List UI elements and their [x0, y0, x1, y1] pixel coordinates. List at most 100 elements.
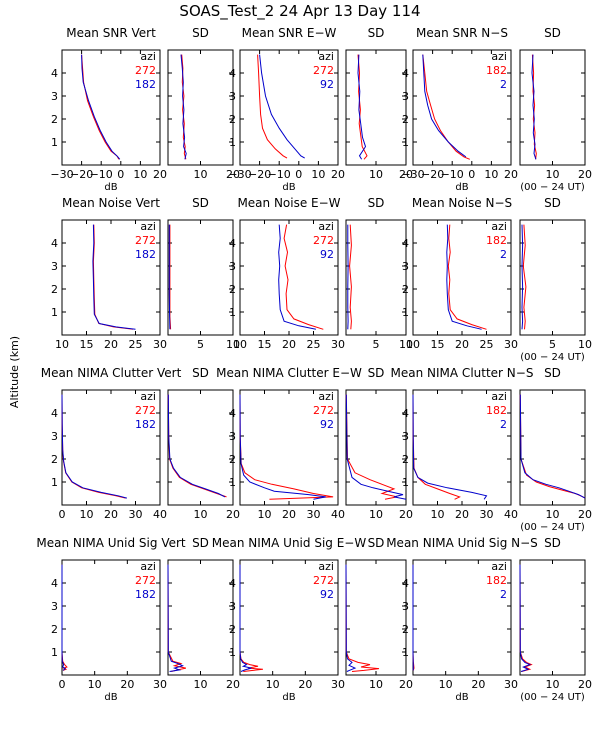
- x-tick-label: 20: [282, 508, 296, 521]
- panel-13: Mean NIMA Clutter Vert 0 10 20 30 40 1 2 3 4 azi27…: [41, 366, 182, 521]
- x-tick-label: 30: [307, 508, 321, 521]
- series-line-red: [531, 54, 537, 160]
- plot-frame: [167, 49, 234, 166]
- y-tick-label: 2: [229, 453, 236, 466]
- x-tick-label: −20: [70, 168, 93, 181]
- panel-21: Mean NIMA Unid Sig E−W 10 20 30 1 2 3 4 dB azi272…: [212, 536, 367, 703]
- series-line-red: [519, 564, 533, 672]
- panel-title: Mean NIMA Clutter E−W: [216, 366, 362, 380]
- figure-title: SOAS_Test_2 24 Apr 13 Day 114: [179, 2, 420, 21]
- x-tick-label: 10: [546, 168, 560, 181]
- x-tick-label: −30: [228, 168, 251, 181]
- y-tick-label: 2: [229, 623, 236, 636]
- series-line-red: [422, 54, 470, 160]
- x-axis-label: dB: [282, 692, 295, 703]
- series-line-blue: [422, 54, 467, 158]
- x-tick-label: 30: [331, 338, 345, 351]
- x-tick-label: 20: [578, 168, 592, 181]
- plot-frame: [412, 49, 512, 166]
- x-tick-label: 10: [578, 338, 592, 351]
- x-tick-label: 10: [369, 678, 383, 691]
- y-tick-label: 3: [51, 260, 58, 273]
- panel-6: SD 10 20(00 − 24 UT): [519, 26, 592, 193]
- series-line-blue: [61, 564, 67, 671]
- series-line-blue: [278, 224, 317, 330]
- series-line-red: [357, 54, 368, 160]
- panel-title: SD: [192, 196, 209, 210]
- legend-entry-blue: 92: [320, 588, 334, 601]
- y-tick-label: 3: [51, 600, 58, 613]
- x-tick-label: −20: [248, 168, 271, 181]
- x-tick-label: 20: [471, 678, 485, 691]
- x-axis-label: dB: [104, 692, 117, 703]
- legend-entry-red: 272: [313, 574, 334, 587]
- panel-8: SD 5 10: [167, 196, 240, 351]
- y-tick-label: 1: [229, 476, 236, 489]
- x-tick-label: 20: [153, 168, 167, 181]
- panel-title: Mean SNR N−S: [416, 26, 508, 40]
- legend-head: azi: [491, 390, 507, 403]
- series-line-blue: [519, 394, 586, 499]
- x-tick-label: 20: [120, 678, 134, 691]
- plot-frame: [345, 49, 407, 166]
- x-tick-label: 0: [468, 168, 475, 181]
- y-tick-label: 3: [229, 90, 236, 103]
- x-tick-label: 10: [369, 168, 383, 181]
- y-tick-label: 1: [51, 646, 58, 659]
- panels: Mean SNR Vert−30−20−10 0 10 201234dBazi2721…: [36, 26, 592, 703]
- series-line-red: [447, 224, 487, 330]
- panel-title: SD: [368, 196, 385, 210]
- legend-head: azi: [491, 50, 507, 63]
- x-tick-label: 10: [369, 508, 383, 521]
- series-line-blue: [92, 224, 136, 330]
- x-tick-label: −10: [90, 168, 113, 181]
- y-tick-label: 1: [229, 306, 236, 319]
- series-line-blue: [412, 394, 488, 500]
- series-line-blue: [167, 394, 226, 498]
- series-line-blue: [168, 224, 171, 330]
- panel-title: SD: [368, 366, 385, 380]
- x-tick-label: −30: [50, 168, 73, 181]
- series-line-red: [81, 54, 120, 160]
- plot-frame: [519, 559, 586, 676]
- legend-entry-blue: 2: [500, 588, 507, 601]
- series-line-red: [61, 564, 68, 671]
- series-line-red: [61, 394, 126, 499]
- y-tick-label: 3: [51, 90, 58, 103]
- x-tick-label: 20: [578, 678, 592, 691]
- y-tick-label: 3: [229, 600, 236, 613]
- y-tick-label: 1: [402, 646, 409, 659]
- y-tick-label: 4: [229, 237, 236, 250]
- x-tick-label: 10: [226, 338, 240, 351]
- plot-frame: [167, 219, 234, 336]
- legend-head: azi: [140, 390, 156, 403]
- x-tick-label: 15: [80, 338, 94, 351]
- x-tick-label: 0: [295, 168, 302, 181]
- series-line-blue: [180, 54, 187, 160]
- x-tick-label: −30: [401, 168, 424, 181]
- y-tick-label: 2: [402, 453, 409, 466]
- x-tick-label: 20: [399, 508, 413, 521]
- panel-title: SD: [368, 536, 385, 550]
- series-line-blue: [521, 224, 524, 330]
- x-tick-label: 10: [266, 678, 280, 691]
- x-tick-label: 10: [80, 508, 94, 521]
- x-tick-label: 30: [480, 508, 494, 521]
- x-tick-label: −20: [421, 168, 444, 181]
- x-tick-label: 10: [194, 168, 208, 181]
- x-tick-label: 25: [480, 338, 494, 351]
- x-tick-label: 10: [311, 168, 325, 181]
- x-tick-label: 30: [331, 678, 345, 691]
- y-tick-label: 1: [51, 476, 58, 489]
- y-tick-label: 4: [229, 407, 236, 420]
- legend-entry-blue: 182: [135, 248, 156, 261]
- x-tick-label: 20: [331, 168, 345, 181]
- legend-entry-red: 272: [313, 404, 334, 417]
- legend-entry-red: 272: [135, 404, 156, 417]
- panel-title: Mean Noise E−W: [237, 196, 340, 210]
- y-tick-label: 1: [51, 306, 58, 319]
